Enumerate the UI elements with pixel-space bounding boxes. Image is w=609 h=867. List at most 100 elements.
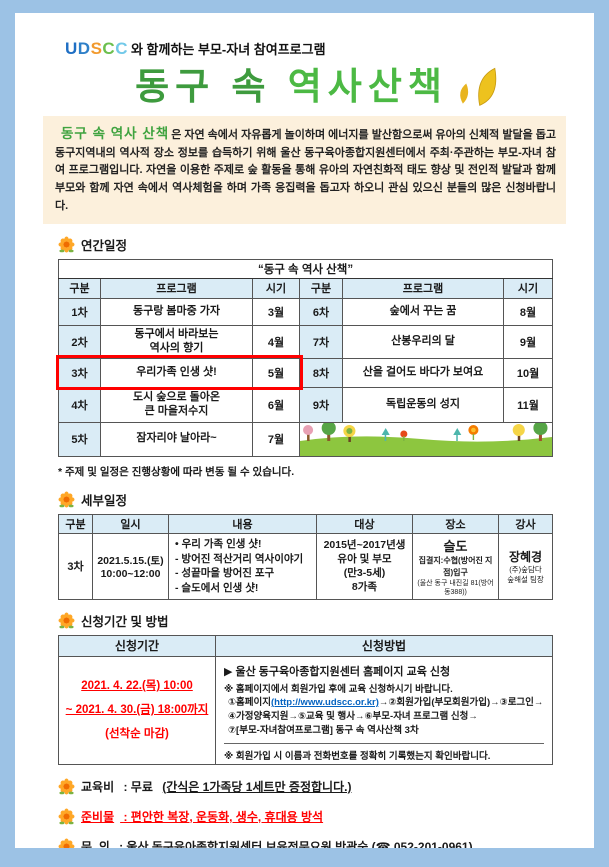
program-cell: 우리가족 인생 샷! — [100, 357, 253, 388]
flower-icon — [58, 236, 75, 253]
program-cell: 잠자리야 날아라~ — [100, 421, 253, 457]
step3: ⑦[부모-자녀참여프로그램] 동구 속 역사산책 3차 — [228, 725, 419, 737]
contact-line: 문 의 : 울산 동구육아종합지원센터 보육전문요원 박광숙 (☎ 052-20… — [58, 838, 566, 848]
col-header: 구분 — [58, 277, 101, 299]
section-apply: 신청기간 및 방법 — [58, 611, 566, 630]
leaves-icon — [460, 67, 497, 106]
col-header: 시기 — [502, 277, 554, 299]
month-cell: 8월 — [502, 297, 554, 326]
teacher-cell: 장혜경 (주)숲담다 숲해설 팀장 — [498, 532, 553, 600]
annual-table-title: “동구 속 역사 산책” — [57, 258, 554, 279]
step1-prefix: ①홈페이지 — [228, 696, 272, 708]
fee-note: (간식은 1가족당 1세트만 증정합니다.) — [162, 779, 352, 794]
apply-period-cell: 2021. 4. 22.(목) 10:00 ~ 2021. 4. 30.(금) … — [58, 655, 216, 765]
target-cell: 2015년~2017년생 유아 및 부모 (만3-5세) 8가족 — [316, 532, 413, 600]
annual-note: * 주제 및 일정은 진행상황에 따라 변동 될 수 있습니다. — [58, 465, 295, 478]
col-header: 시기 — [252, 277, 300, 299]
method-steps: ①홈페이지(http://www.udscc.or.kr)→②회원가입(부모회원… — [228, 696, 544, 739]
detail-row: 3차 2021.5.15.(토) 10:00~12:00 • 우리 가족 인생 … — [58, 532, 553, 600]
apply-end: ~ 2021. 4. 30.(금) 18:00까지 — [65, 704, 209, 717]
logo-letter: C — [115, 39, 128, 58]
program-cell: 동구에서 바라보는 역사의 향기 — [100, 324, 253, 359]
table-row: 5차 잠자리야 날아라~ 7월 — [58, 421, 554, 457]
fee-line: 교육비 : 무료 (간식은 1가족당 1세트만 증정합니다.) — [58, 778, 566, 795]
table-row: 1차 동구랑 봄마중 가자 3월 6차 숲에서 꾸는 꿈 8월 — [58, 297, 554, 326]
time: 10:00~12:00 — [100, 567, 161, 580]
section-detail-schedule: 세부일정 — [58, 490, 566, 509]
program-cell: 동구랑 봄마중 가자 — [100, 297, 253, 326]
apply-table: 신청기간 신청방법 2021. 4. 22.(목) 10:00 ~ 2021. … — [58, 634, 553, 765]
date: 2021.5.15.(토) — [97, 554, 164, 567]
logo-letter: U — [65, 39, 78, 58]
col-header: 구분 — [58, 513, 93, 534]
flower-icon — [58, 612, 75, 629]
logo-letter: D — [77, 39, 91, 58]
month-cell: 7월 — [252, 421, 300, 457]
step1-suffix: →②회원가입(부모회원가입)→③로그인→ — [378, 696, 544, 708]
header: UDSCC 와 함께하는 부모-자녀 참여프로그램 — [65, 39, 566, 59]
intro-highlight: 동구 속 역사 산책 — [61, 125, 170, 141]
col-header: 구분 — [299, 277, 343, 299]
month-cell: 3월 — [252, 297, 300, 326]
place-address: (울산 동구 내진길 81(방어동388)) — [417, 579, 494, 596]
round-cell: 4차 — [58, 386, 101, 423]
round-cell: 6차 — [299, 297, 343, 326]
month-cell: 11월 — [502, 386, 554, 423]
round-cell: 2차 — [58, 324, 101, 359]
target-age: (만3-5세) — [343, 567, 386, 580]
table-row: 4차 도시 숲으로 돌아온 큰 마을저수지 6월 9차 독립운동의 성지 11월 — [58, 386, 554, 423]
supplies-label: 준비물 — [81, 809, 115, 824]
target-who: 유아 및 부모 — [337, 553, 392, 566]
col-header: 장소 — [412, 513, 499, 534]
col-header: 일시 — [92, 513, 169, 534]
apply-method-cell: ▶ 울산 동구육아종합지원센터 홈페이지 교육 신청 ※ 홈페이지에서 회원가입… — [215, 655, 553, 765]
program-cell: 도시 숲으로 돌아온 큰 마을저수지 — [100, 386, 253, 423]
fee-label: 교육비 — [81, 779, 115, 794]
place-cell: 슬도 집결지:수협(방어진 지점)입구 (울산 동구 내진길 81(방어동388… — [412, 532, 499, 600]
col-header: 대상 — [316, 513, 413, 534]
month-cell: 9월 — [502, 324, 554, 359]
place-name: 슬도 — [443, 538, 468, 554]
content-cell: • 우리 가족 인생 샷! - 방어진 적산거리 역사이야기 - 성끝마을 방어… — [168, 532, 317, 600]
method-note2: ※ 회원가입 시 이름과 전화번호를 정확히 기록했는지 확인바랍니다. — [224, 742, 544, 762]
program-cell: 산을 걸어도 바다가 보여요 — [342, 357, 504, 388]
teacher-title: 숲해설 팀장 — [507, 574, 544, 584]
table-row: 2차 동구에서 바라보는 역사의 향기 4월 7차 산봉우리의 달 9월 — [58, 324, 554, 359]
section-annual-schedule: 연간일정 — [58, 235, 566, 254]
flower-icon — [58, 808, 75, 825]
round-cell: 1차 — [58, 297, 101, 326]
table-row-highlighted: 3차 우리가족 인생 샷! 5월 8차 산을 걸어도 바다가 보여요 10월 — [58, 357, 554, 388]
landscape-illustration — [298, 421, 554, 457]
round-cell: 9차 — [299, 386, 343, 423]
logo-letter: C — [102, 39, 116, 58]
col-header: 강사 — [498, 513, 553, 534]
col-header: 프로그램 — [100, 277, 253, 299]
homepage-link[interactable]: (http://www.udscc.or.kr) — [271, 696, 379, 708]
method-note: ※ 홈페이지에서 회원가입 후에 교육 신청하시기 바랍니다. — [224, 683, 453, 695]
apply-start: 2021. 4. 22.(목) 10:00 — [81, 679, 193, 692]
page-title-part2: 역사산책 — [287, 66, 448, 107]
program-cell: 산봉우리의 달 — [342, 324, 504, 359]
content-item: - 방어진 적산거리 역사이야기 — [175, 552, 304, 565]
intro-paragraph: 동구 속 역사 산책 은 자연 속에서 자유롭게 놀이하며 에너지를 발산함으로써… — [43, 115, 566, 224]
program-cell: 독립운동의 성지 — [342, 386, 504, 423]
datetime-cell: 2021.5.15.(토) 10:00~12:00 — [92, 532, 169, 600]
month-cell: 4월 — [252, 324, 300, 359]
month-cell: 5월 — [252, 357, 300, 388]
month-cell: 10월 — [502, 357, 554, 388]
content-item: - 슬도에서 인생 샷! — [175, 581, 259, 594]
fee-value: : 무료 — [120, 779, 157, 794]
contact-label: 문 의 — [81, 839, 110, 848]
method-title: ▶ 울산 동구육아종합지원센터 홈페이지 교육 신청 — [224, 665, 451, 678]
supplies-line: 준비물 : 편안한 복장, 운동화, 생수, 휴대용 방석 — [58, 808, 566, 825]
page-title: 동구 속 역사산책 — [43, 65, 566, 108]
round-cell: 5차 — [58, 421, 101, 457]
round-cell: 3차 — [58, 532, 93, 600]
flyer-page: UDSCC 와 함께하는 부모-자녀 참여프로그램 동구 속 역사산책 동구 속 … — [15, 13, 594, 848]
udscc-logo: UDSCC — [65, 39, 128, 58]
month-cell: 6월 — [252, 386, 300, 423]
flower-icon — [58, 778, 75, 795]
content-title: • 우리 가족 인생 샷! — [175, 537, 262, 550]
page-title-part1: 동구 속 — [135, 66, 272, 107]
col-header: 프로그램 — [342, 277, 504, 299]
